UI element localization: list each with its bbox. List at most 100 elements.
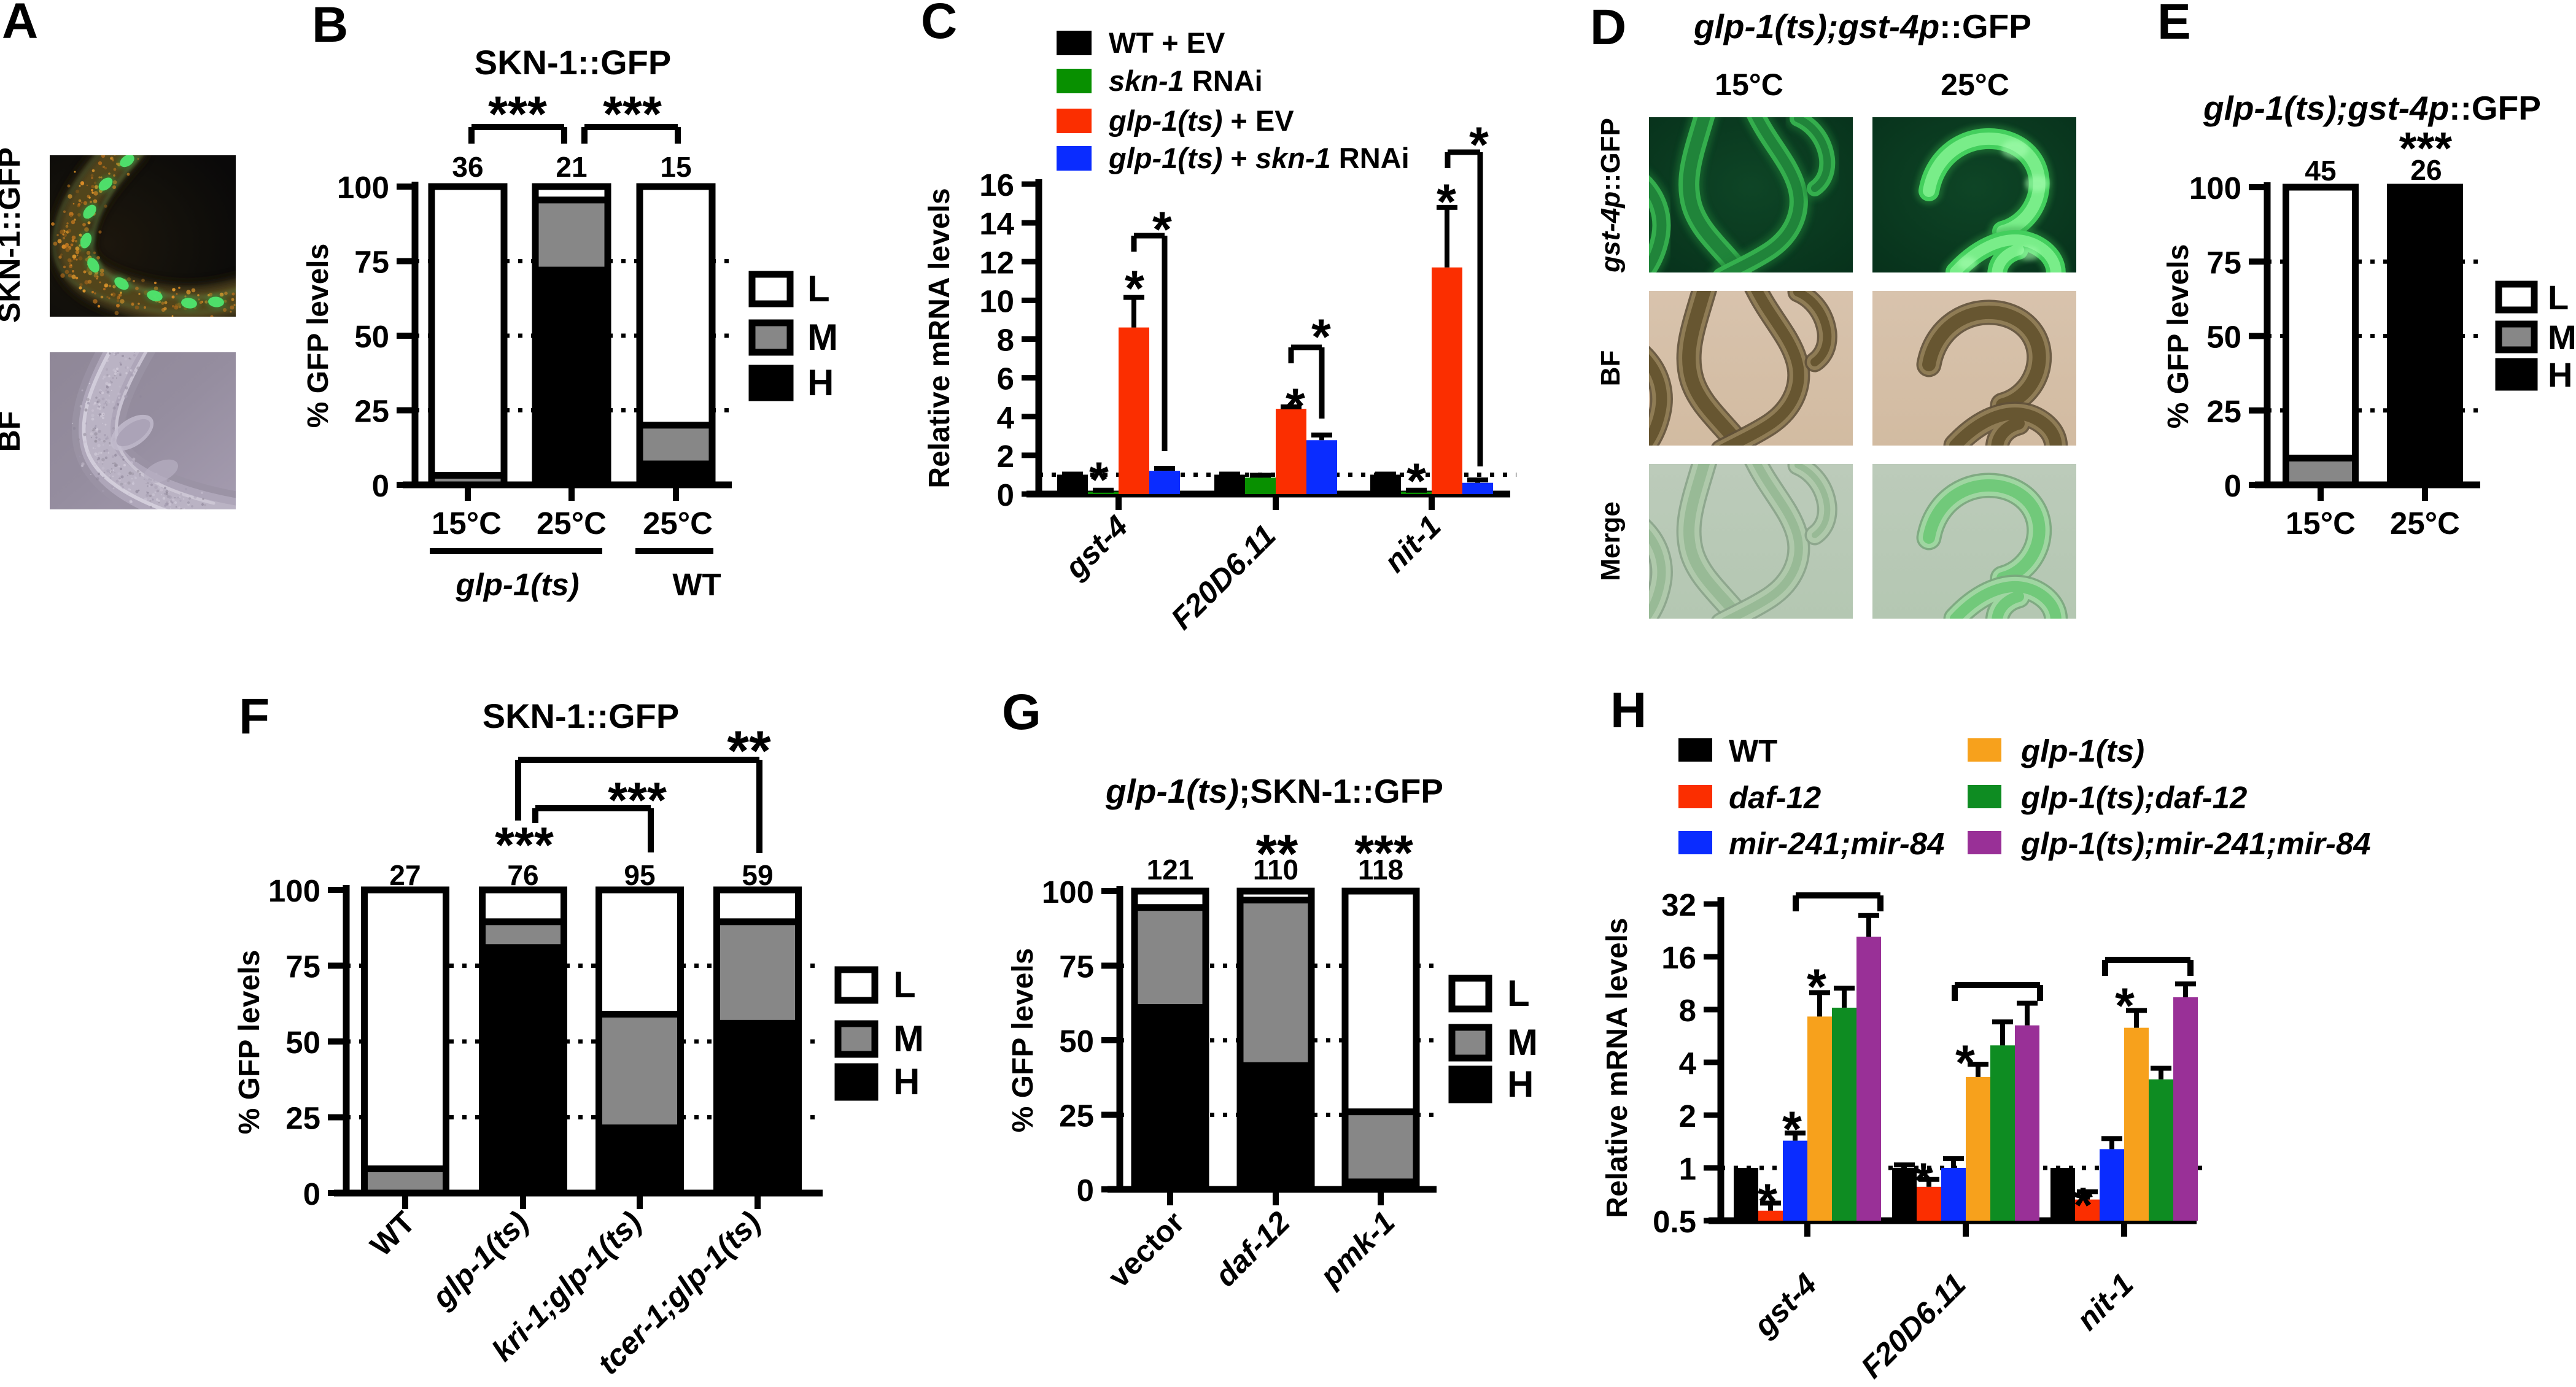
svg-text:75: 75 [285, 949, 320, 984]
svg-text:45: 45 [2305, 155, 2336, 187]
svg-text:*: * [1125, 261, 1144, 317]
svg-text:*: * [1469, 117, 1489, 173]
svg-text:H: H [807, 362, 834, 403]
svg-text:15: 15 [660, 151, 691, 183]
svg-text:F20D6.11: F20D6.11 [1855, 1267, 1973, 1385]
svg-text:118: 118 [1358, 854, 1403, 886]
svg-text:C: C [921, 0, 957, 49]
svg-text:4: 4 [1679, 1046, 1697, 1081]
svg-text:*: * [1437, 174, 1456, 230]
svg-text:*: * [1914, 1153, 1933, 1209]
svg-text:10: 10 [979, 284, 1014, 319]
svg-text:6: 6 [997, 361, 1014, 396]
svg-text:F: F [239, 689, 270, 744]
svg-text:***: *** [608, 773, 667, 829]
svg-text:Relative mRNA levels: Relative mRNA levels [1601, 918, 1634, 1218]
svg-text:*: * [1807, 959, 1826, 1015]
svg-text:100: 100 [337, 170, 389, 205]
svg-text:glp-1(ts): glp-1(ts) [455, 567, 579, 602]
svg-text:H: H [1610, 682, 1647, 738]
svg-text:*: * [1955, 1035, 1975, 1091]
svg-text:8: 8 [997, 323, 1014, 358]
svg-text:25°C: 25°C [2390, 506, 2460, 541]
svg-text:glp-1(ts): glp-1(ts) [425, 1205, 535, 1315]
svg-text:16: 16 [979, 168, 1014, 203]
svg-text:glp-1(ts) + EV: glp-1(ts) + EV [1108, 104, 1294, 137]
svg-text:F20D6.11: F20D6.11 [1165, 518, 1282, 636]
svg-text:vector: vector [1101, 1205, 1191, 1294]
svg-text:76: 76 [507, 859, 538, 891]
svg-text:***: *** [603, 87, 662, 142]
svg-text:glp-1(ts): glp-1(ts) [2020, 733, 2144, 768]
svg-text:0: 0 [303, 1176, 320, 1211]
svg-text:gst-4: gst-4 [1747, 1267, 1823, 1343]
svg-text:25: 25 [354, 394, 389, 429]
svg-text:nit-1: nit-1 [2070, 1267, 2140, 1337]
svg-text:25: 25 [2206, 394, 2241, 429]
svg-text:M: M [1507, 1022, 1538, 1063]
svg-text:50: 50 [354, 319, 389, 354]
svg-text:SKN-1::GFP: SKN-1::GFP [0, 147, 26, 323]
svg-text:2: 2 [1679, 1099, 1696, 1134]
svg-text:*: * [2115, 978, 2135, 1034]
svg-text:BF: BF [0, 411, 26, 452]
svg-text:25: 25 [1059, 1099, 1094, 1134]
svg-text:L: L [893, 964, 916, 1005]
svg-text:25°C: 25°C [537, 506, 607, 541]
svg-text:50: 50 [285, 1025, 320, 1060]
svg-text:BF: BF [1596, 350, 1626, 387]
svg-text:100: 100 [268, 873, 320, 908]
svg-text:25°C: 25°C [643, 506, 713, 541]
svg-text:gst-4p::GFP: gst-4p::GFP [1596, 118, 1626, 273]
svg-text:glp-1(ts);daf-12: glp-1(ts);daf-12 [2020, 780, 2247, 815]
svg-text:***: *** [1354, 825, 1413, 881]
svg-text:12: 12 [979, 245, 1014, 280]
svg-text:H: H [2548, 355, 2572, 394]
svg-text:0: 0 [1077, 1173, 1094, 1208]
svg-text:L: L [1507, 973, 1530, 1014]
svg-text:Relative mRNA levels: Relative mRNA levels [923, 188, 956, 488]
svg-text:glp-1(ts);mir-241;mir-84: glp-1(ts);mir-241;mir-84 [2020, 826, 2371, 861]
svg-text:***: *** [495, 817, 554, 873]
svg-text:daf-12: daf-12 [1729, 780, 1821, 815]
svg-text:WT: WT [672, 567, 721, 602]
svg-text:8: 8 [1679, 993, 1696, 1028]
svg-text:*: * [2073, 1178, 2093, 1234]
svg-text:A: A [2, 0, 38, 49]
svg-text:H: H [1507, 1064, 1534, 1105]
svg-text:14: 14 [979, 206, 1014, 241]
svg-text:*: * [1089, 452, 1109, 508]
svg-text:**: ** [727, 720, 771, 782]
svg-text:25°C: 25°C [1941, 68, 2009, 102]
svg-text:*: * [1286, 379, 1305, 435]
svg-text:26: 26 [2410, 154, 2442, 186]
svg-text:59: 59 [742, 859, 773, 891]
svg-text:110: 110 [1253, 854, 1298, 886]
svg-text:75: 75 [2206, 245, 2241, 280]
svg-text:WT + EV: WT + EV [1109, 26, 1225, 59]
svg-text:75: 75 [1059, 949, 1094, 984]
svg-text:15°C: 15°C [432, 506, 502, 541]
svg-text:M: M [893, 1018, 924, 1059]
svg-text:H: H [893, 1061, 920, 1102]
svg-text:SKN-1::GFP: SKN-1::GFP [475, 43, 671, 82]
svg-text:15°C: 15°C [2286, 506, 2356, 541]
svg-text:0: 0 [997, 477, 1014, 512]
svg-text:M: M [807, 317, 838, 358]
svg-text:% GFP levels: % GFP levels [1007, 948, 1039, 1133]
svg-text:gst-4: gst-4 [1058, 509, 1135, 585]
svg-text:glp-1(ts);gst-4p::GFP: glp-1(ts);gst-4p::GFP [1693, 7, 2031, 45]
svg-text:M: M [2548, 318, 2576, 357]
svg-text:L: L [2548, 278, 2569, 317]
svg-text:D: D [1590, 0, 1626, 55]
svg-text:25: 25 [285, 1101, 320, 1136]
svg-text:2: 2 [997, 439, 1014, 474]
svg-text:Merge: Merge [1596, 501, 1626, 581]
svg-text:27: 27 [389, 859, 421, 891]
svg-text:% GFP levels: % GFP levels [302, 244, 335, 428]
svg-text:121: 121 [1147, 854, 1194, 886]
svg-text:glp-1(ts);SKN-1::GFP: glp-1(ts);SKN-1::GFP [1105, 772, 1443, 810]
svg-text:daf-12: daf-12 [1208, 1205, 1297, 1293]
svg-text:16: 16 [1661, 940, 1696, 975]
svg-text:*: * [1782, 1102, 1802, 1157]
